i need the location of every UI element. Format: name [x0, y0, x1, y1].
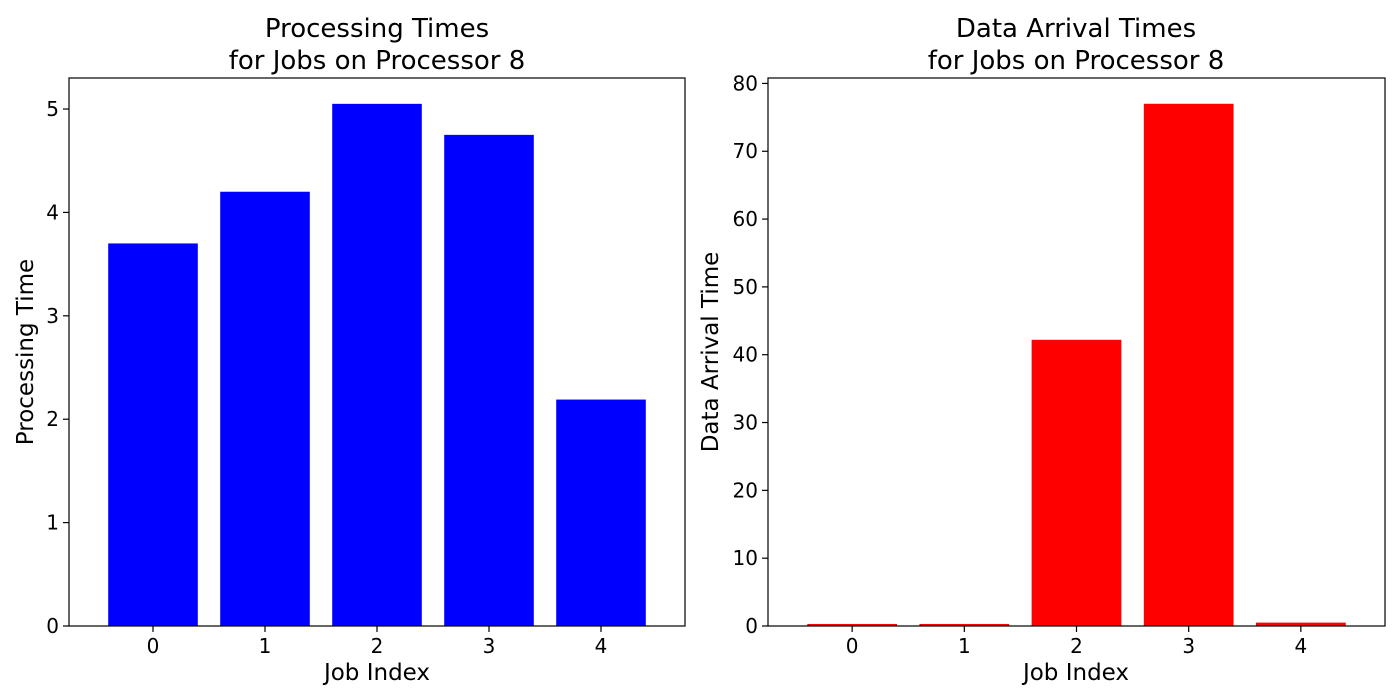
y-tick-label: 2	[46, 407, 59, 431]
y-tick-label: 10	[733, 546, 758, 570]
bars	[807, 103, 1346, 626]
x-tick-label: 3	[1182, 634, 1195, 658]
x-tick-label: 3	[483, 634, 496, 658]
x-axis-label: Job Index	[322, 660, 430, 686]
chart-title-line2: for Jobs on Processor 8	[229, 46, 526, 76]
x-tick-label: 2	[371, 634, 384, 658]
chart-data-arrival-times: Data Arrival Times for Jobs on Processor…	[698, 14, 1386, 686]
bar-job-3	[1143, 103, 1234, 626]
chart-title-line1: Processing Times	[265, 14, 489, 44]
y-tick-label: 40	[733, 343, 758, 367]
bar-job-1	[220, 191, 310, 627]
bar-job-4	[556, 399, 646, 626]
x-tick-label: 4	[1294, 634, 1307, 658]
x-tick-label: 4	[595, 634, 608, 658]
y-tick-label: 80	[733, 71, 758, 95]
bar-job-3	[444, 134, 534, 626]
chart-title-line2: for Jobs on Processor 8	[928, 46, 1225, 76]
bar-job-0	[807, 623, 898, 626]
y-tick-label: 60	[733, 207, 758, 231]
y-tick-label: 50	[733, 275, 758, 299]
y-tick-label: 30	[733, 411, 758, 435]
x-tick-label: 0	[147, 634, 160, 658]
y-axis-label: Data Arrival Time	[698, 252, 724, 453]
x-tick-label: 1	[958, 634, 971, 658]
bar-job-4	[1255, 622, 1346, 626]
x-tick-label: 2	[1070, 634, 1083, 658]
bar-job-2	[1031, 339, 1122, 626]
ticks: 0 1 2 3 4 0 1 2 3 4 5	[46, 97, 607, 658]
bar-job-1	[919, 623, 1010, 626]
y-tick-label: 4	[46, 200, 59, 224]
x-tick-label: 0	[846, 634, 859, 658]
y-tick-label: 3	[46, 304, 59, 328]
y-tick-label: 70	[733, 139, 758, 163]
y-tick-label: 20	[733, 478, 758, 502]
plot-frame	[767, 77, 1386, 627]
y-tick-label: 5	[46, 97, 59, 121]
bar-job-0	[108, 243, 198, 626]
bar-job-2	[332, 103, 422, 627]
chart-title-line1: Data Arrival Times	[956, 14, 1196, 44]
x-axis-label: Job Index	[1021, 660, 1129, 686]
y-tick-label: 1	[46, 511, 59, 535]
chart-processing-times: Processing Times for Jobs on Processor 8…	[13, 14, 686, 686]
bars	[108, 103, 646, 627]
plot-frame	[68, 77, 686, 627]
y-tick-label: 0	[745, 614, 758, 638]
y-tick-label: 0	[46, 614, 59, 638]
y-axis-label: Processing Time	[13, 259, 39, 445]
x-tick-label: 1	[259, 634, 272, 658]
